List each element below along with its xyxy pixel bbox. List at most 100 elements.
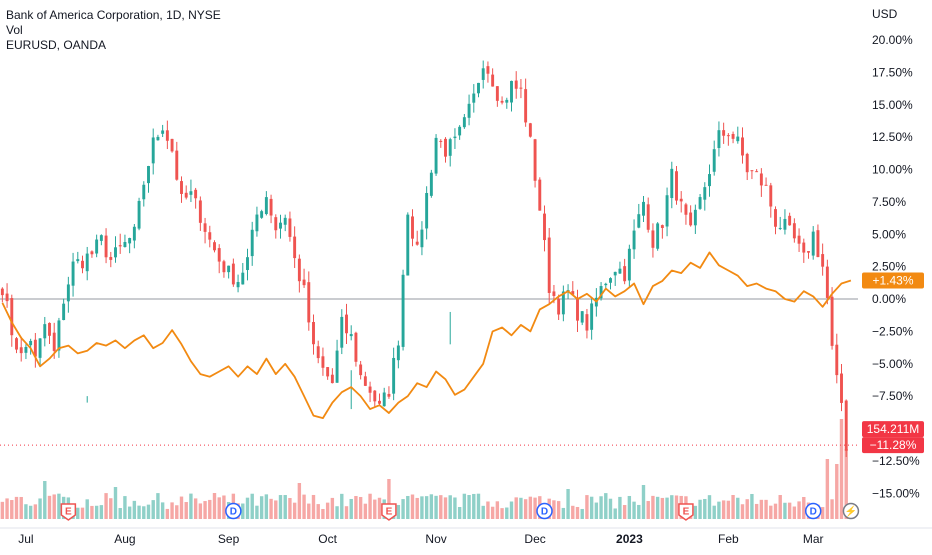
candle [236, 274, 240, 293]
volume-bar [52, 494, 56, 519]
candle [33, 332, 37, 368]
candle-body [557, 298, 561, 315]
candle [71, 252, 75, 297]
candle [180, 176, 183, 203]
candle [114, 236, 117, 263]
volume-bar [561, 507, 566, 519]
candle-body [241, 272, 245, 285]
currency-label[interactable]: USD [872, 7, 898, 21]
earnings-marker: E [381, 503, 397, 521]
x-tick-label: Dec [524, 532, 545, 546]
candle-body [208, 232, 212, 240]
candle [462, 113, 466, 129]
candle [297, 254, 301, 293]
candle [458, 125, 462, 140]
candle-body [184, 192, 188, 198]
dividend-marker: D [225, 502, 242, 520]
volume-bar [109, 498, 113, 519]
candle-body [825, 266, 829, 298]
candle-body [467, 103, 471, 118]
candle [321, 347, 325, 376]
volume-bar [693, 505, 698, 519]
volume-bar [344, 506, 349, 519]
candle [231, 258, 235, 287]
candle [547, 228, 551, 304]
candle [373, 390, 377, 407]
candle-body [576, 297, 579, 321]
volume-bar [316, 504, 320, 519]
candle-body [24, 346, 28, 353]
volume-bar [802, 497, 806, 519]
candle [830, 287, 834, 350]
candle [142, 181, 146, 207]
candle-body [71, 261, 75, 286]
candle-body [698, 197, 702, 209]
candle-body [302, 279, 306, 286]
volume-bar [434, 495, 438, 519]
candle [429, 169, 433, 198]
volume-bar [340, 493, 344, 519]
volume-bar [396, 504, 401, 519]
candle-body [543, 213, 546, 241]
split-marker-label: ⚡ [845, 505, 857, 518]
volume-bar [10, 500, 14, 519]
volume-bar [5, 498, 9, 519]
candle [792, 218, 796, 243]
legend-symbol[interactable]: Bank of America Corporation, 1D, NYSE [6, 8, 221, 22]
candle [165, 120, 169, 150]
event-markers: E D E D E D ⚡ [60, 502, 860, 521]
candle-body [816, 230, 820, 258]
volume-bar [618, 496, 622, 519]
candle-body [514, 80, 518, 89]
volume-bar [170, 502, 174, 519]
candle [618, 261, 622, 274]
candle [189, 179, 193, 203]
volume-bar [651, 495, 655, 519]
candle [415, 230, 419, 246]
volume-bar [490, 506, 495, 519]
eurusd-compare-line [1, 251, 852, 419]
volume-bar [335, 506, 339, 519]
candle-body [283, 217, 287, 225]
volume-bar [377, 497, 382, 519]
candle [326, 367, 330, 380]
candle-body [585, 314, 589, 331]
candle [359, 360, 363, 380]
volume-bar [580, 508, 584, 519]
candle-body [66, 284, 70, 302]
candle-body [420, 229, 424, 248]
candle [802, 238, 806, 263]
volume-bar [783, 502, 787, 519]
candle [123, 234, 127, 248]
candle [349, 325, 353, 341]
candle-body [755, 171, 759, 173]
volume-bar [613, 508, 617, 519]
volume-bar [453, 497, 457, 519]
volume-bar [410, 494, 415, 519]
candle [825, 259, 829, 305]
candle [472, 84, 476, 113]
candle-body [198, 200, 202, 223]
candle-body [142, 184, 146, 200]
candle-body [528, 123, 532, 137]
volume-bar [94, 505, 99, 519]
candle [613, 271, 617, 286]
candle-body [689, 212, 693, 226]
candle [797, 228, 801, 252]
candle [213, 240, 216, 253]
earnings-marker: E [60, 503, 77, 521]
volume-bar [731, 495, 735, 519]
candle [203, 217, 207, 244]
legend-compare-symbol[interactable]: EURUSD, OANDA [6, 38, 107, 52]
candle [599, 282, 603, 301]
candle [283, 214, 287, 232]
candle-body [538, 179, 542, 211]
candle-body [109, 256, 113, 260]
candle-body [670, 168, 674, 199]
candle-body [401, 274, 405, 347]
candle-body [264, 197, 268, 215]
legend-volume[interactable]: Vol [6, 23, 23, 37]
candle-body [637, 214, 641, 228]
